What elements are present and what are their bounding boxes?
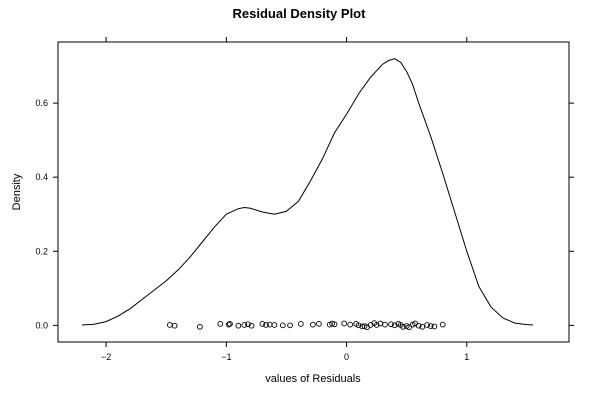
x-tick-label: 1: [464, 352, 469, 362]
residual-point: [355, 322, 362, 329]
residual-point: [166, 322, 173, 328]
residual-point: [227, 321, 233, 327]
y-axis-label: Density: [11, 173, 23, 210]
residual-point: [279, 322, 286, 329]
residual-point: [415, 322, 422, 329]
y-axis: 0.0 0.2 0.4 0.6: [35, 98, 574, 330]
residual-point: [197, 323, 203, 330]
x-tick-label: −2: [101, 352, 111, 362]
residual-point: [341, 320, 348, 327]
y-tick-label: 0.2: [35, 246, 48, 256]
residual-point: [406, 324, 412, 331]
density-curve: [82, 58, 533, 326]
chart-title: Residual Density Plot: [233, 6, 367, 21]
y-tick-label: 0.0: [35, 320, 48, 330]
residual-point: [419, 323, 426, 330]
residual-point: [287, 322, 293, 329]
y-tick-label: 0.4: [35, 172, 48, 182]
residual-point: [225, 321, 232, 328]
residual-point: [217, 321, 224, 327]
residual-point: [424, 322, 430, 328]
residual-point: [235, 322, 242, 329]
residual-point: [248, 322, 255, 329]
residual-point: [245, 321, 251, 328]
residual-point: [347, 321, 354, 328]
residual-point: [310, 321, 316, 328]
residual-point: [388, 321, 394, 328]
residual-point: [171, 322, 178, 329]
residual-points: [166, 320, 446, 331]
y-tick-label: 0.6: [35, 98, 48, 108]
residual-point: [259, 321, 266, 327]
residual-point: [329, 320, 335, 327]
plot-frame: [57, 41, 570, 343]
x-tick-label: 0: [344, 352, 349, 362]
residual-point: [431, 323, 438, 330]
residual-point: [391, 322, 398, 329]
x-axis-label: values of Residuals: [265, 373, 361, 385]
residual-point: [331, 321, 338, 328]
residual-point: [382, 321, 388, 328]
residual-point: [298, 321, 304, 327]
residual-point: [427, 323, 434, 329]
x-tick-label: −1: [221, 352, 231, 362]
x-axis: −2 −1 0 1: [101, 37, 469, 362]
residual-point: [316, 321, 322, 327]
residual-point: [439, 321, 446, 328]
residual-point: [400, 323, 406, 330]
residual-point: [373, 322, 380, 328]
residual-point: [241, 322, 248, 328]
residual-point: [271, 322, 278, 328]
residual-point: [263, 322, 269, 328]
